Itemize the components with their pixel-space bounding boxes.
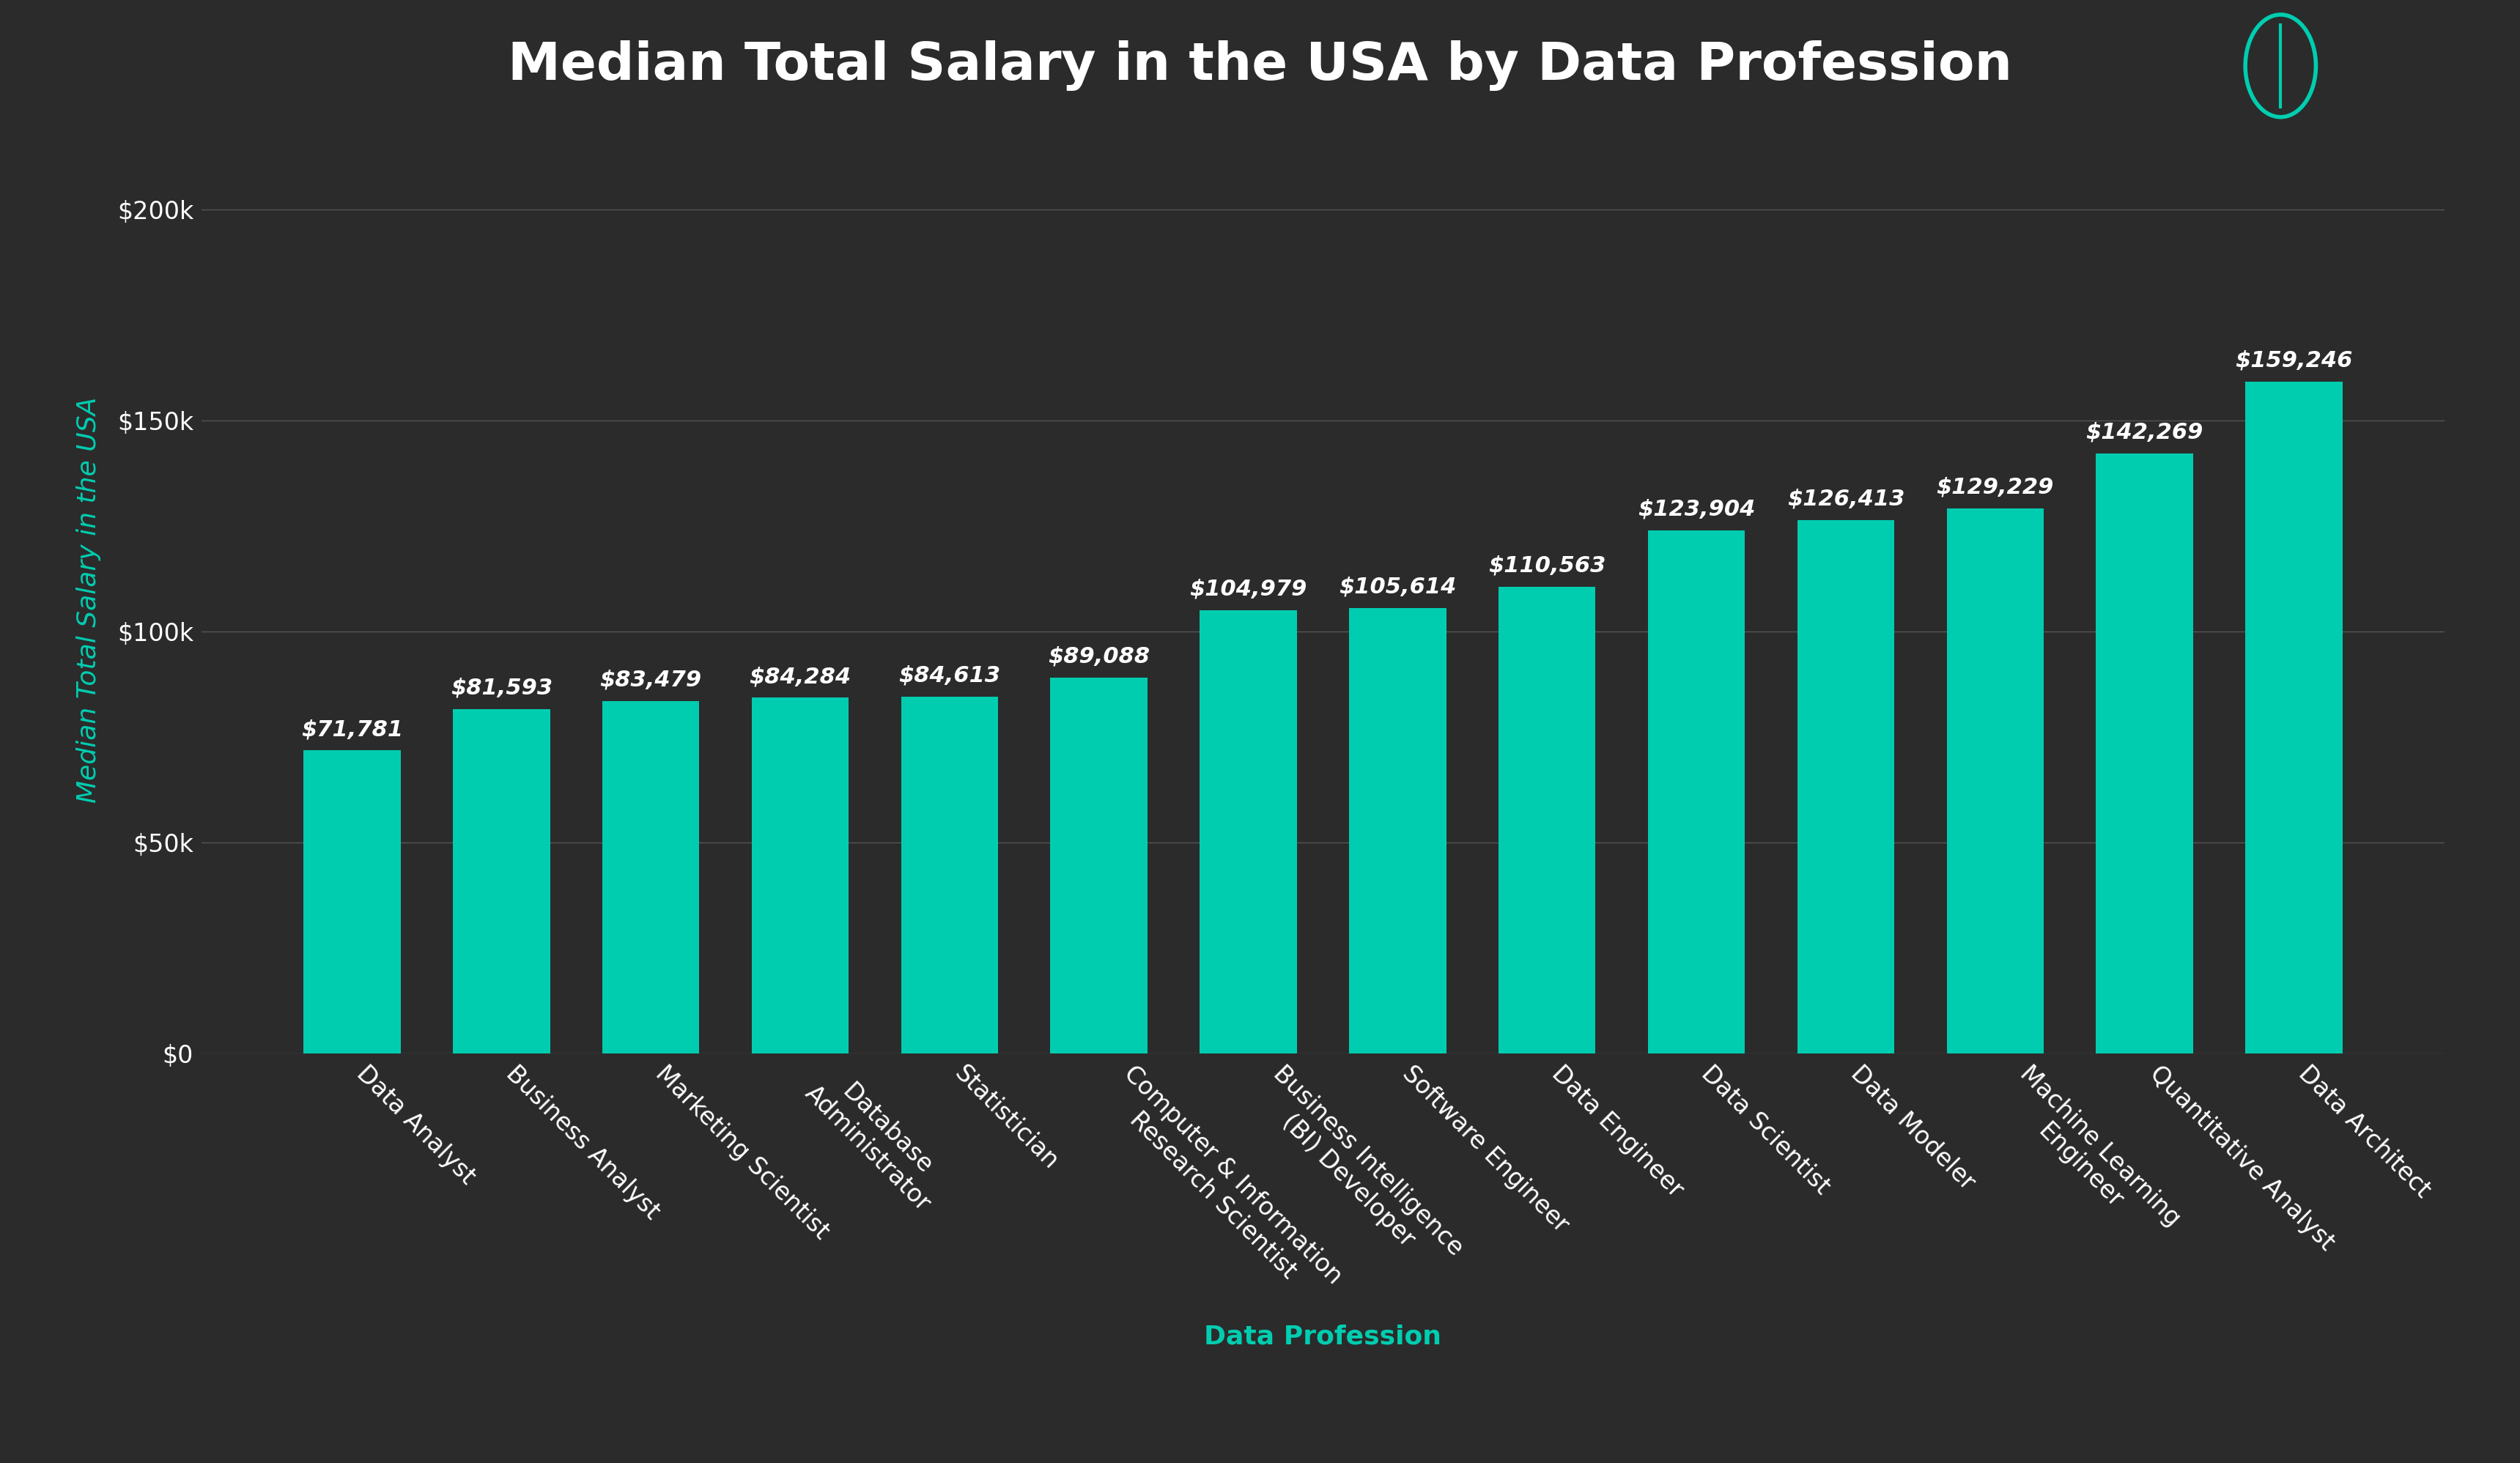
Text: $159,246: $159,246 [2235,350,2354,372]
Text: $142,269: $142,269 [2087,421,2202,443]
Bar [751,698,849,1053]
Text: $71,781: $71,781 [300,718,403,740]
Text: $81,593: $81,593 [451,677,552,698]
Y-axis label: Median Total Salary in the USA: Median Total Salary in the USA [76,396,101,803]
Bar [1499,587,1595,1053]
Text: $89,088: $89,088 [1048,645,1149,667]
Bar [302,751,401,1053]
Bar [1945,508,2044,1053]
Bar [602,701,701,1053]
Text: $129,229: $129,229 [1935,477,2054,497]
Text: $83,479: $83,479 [600,670,701,691]
Text: $110,563: $110,563 [1489,554,1605,576]
Text: $123,904: $123,904 [1638,499,1756,519]
X-axis label: Data Profession: Data Profession [1205,1324,1441,1349]
Bar [1200,610,1298,1053]
Text: Median Total Salary in the USA by Data Profession: Median Total Salary in the USA by Data P… [509,41,2011,91]
Bar [2097,454,2192,1053]
Bar [1797,519,1895,1053]
Text: $84,284: $84,284 [748,666,852,688]
Bar [454,710,549,1053]
Bar [902,696,998,1053]
Bar [1348,607,1446,1053]
Text: $105,614: $105,614 [1338,576,1457,597]
Bar [2245,382,2344,1053]
Text: $84,613: $84,613 [900,664,1000,686]
Text: $104,979: $104,979 [1189,579,1308,600]
Bar [1648,531,1744,1053]
Bar [1051,677,1147,1053]
Text: $126,413: $126,413 [1787,489,1905,509]
